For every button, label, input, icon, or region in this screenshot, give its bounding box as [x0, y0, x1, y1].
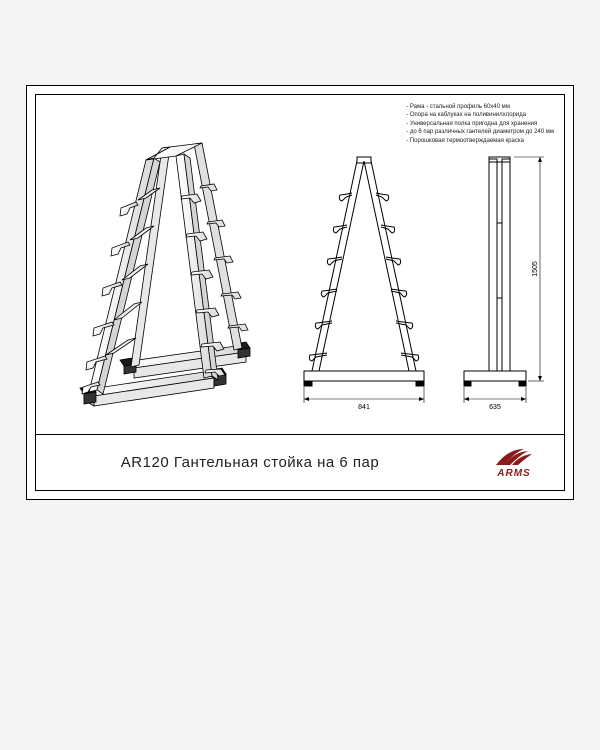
side-elevation: 635 1505 — [454, 153, 554, 418]
rack-isometric-view — [64, 130, 264, 420]
title-block: AR120 Гантельная стойка на 6 пар ARMS — [36, 435, 564, 490]
spec-list: Рама - стальной профиль 60х40 мм Опора н… — [406, 103, 554, 145]
width-dimension: 841 — [358, 404, 370, 411]
drawing-sheet: Рама - стальной профиль 60х40 мм Опора н… — [26, 85, 574, 500]
brand-logo: ARMS — [464, 435, 564, 490]
drawing-frame: Рама - стальной профиль 60х40 мм Опора н… — [35, 94, 565, 491]
front-elevation: 841 — [294, 153, 434, 418]
depth-dimension: 635 — [489, 404, 501, 411]
spec-line: Универсальная полка пригодна для хранени… — [406, 120, 554, 128]
arms-logo-icon — [494, 447, 534, 467]
spec-line: до 6 пар различных гантелей диаметром до… — [406, 128, 554, 136]
spec-line: Опора на каблуках на поливинилхлорида — [406, 111, 554, 119]
brand-name: ARMS — [497, 468, 530, 479]
spec-line: Порошковая термоотверждаемая краска — [406, 137, 554, 145]
spec-line: Рама - стальной профиль 60х40 мм — [406, 103, 554, 111]
product-title: AR120 Гантельная стойка на 6 пар — [36, 454, 464, 471]
height-dimension: 1505 — [532, 261, 539, 277]
main-drawing-area: Рама - стальной профиль 60х40 мм Опора н… — [36, 95, 564, 435]
